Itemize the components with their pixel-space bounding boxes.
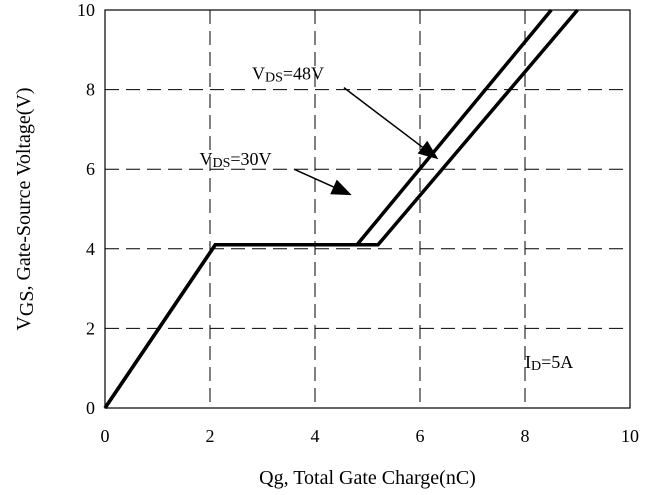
x-tick-label: 0: [101, 426, 110, 446]
annotation-arrow-line: [293, 168, 334, 188]
x-tick-label: 4: [311, 426, 320, 446]
y-tick-label: 4: [86, 239, 95, 259]
x-tick-label: 10: [621, 426, 639, 446]
x-tick-label: 6: [416, 426, 425, 446]
annotation-arrow-line: [343, 87, 423, 148]
annotation-arrowhead: [417, 140, 439, 160]
y-tick-label: 2: [86, 318, 95, 338]
annotation-label-3: ID=5A: [525, 352, 573, 374]
plot-frame: [104, 9, 631, 409]
annotation-label-2: VDS=30V: [200, 149, 272, 171]
series-line-1: [103, 8, 553, 409]
x-tick-label: 2: [206, 426, 215, 446]
tick-labels: 0 2 4 6 8 10 0 2 4 6 8 10: [77, 0, 639, 446]
y-tick-label: 6: [86, 159, 95, 179]
annotation-arrowhead: [330, 179, 352, 196]
y-tick-label: 10: [77, 0, 95, 20]
y-tick-label: 8: [86, 80, 95, 100]
y-axis-title: VGS, Gate-Source Voltage(V): [13, 87, 38, 330]
series-line-2: [103, 8, 579, 409]
x-tick-label: 8: [521, 426, 530, 446]
curves: [103, 8, 579, 409]
annotation-label-1: VDS=48V: [252, 64, 324, 86]
grid-lines: [105, 10, 630, 408]
y-tick-label: 0: [86, 398, 95, 418]
annotations: VDS=48V VDS=30V ID=5A: [200, 64, 574, 375]
x-axis-title: Qg, Total Gate Charge(nC): [259, 467, 476, 489]
